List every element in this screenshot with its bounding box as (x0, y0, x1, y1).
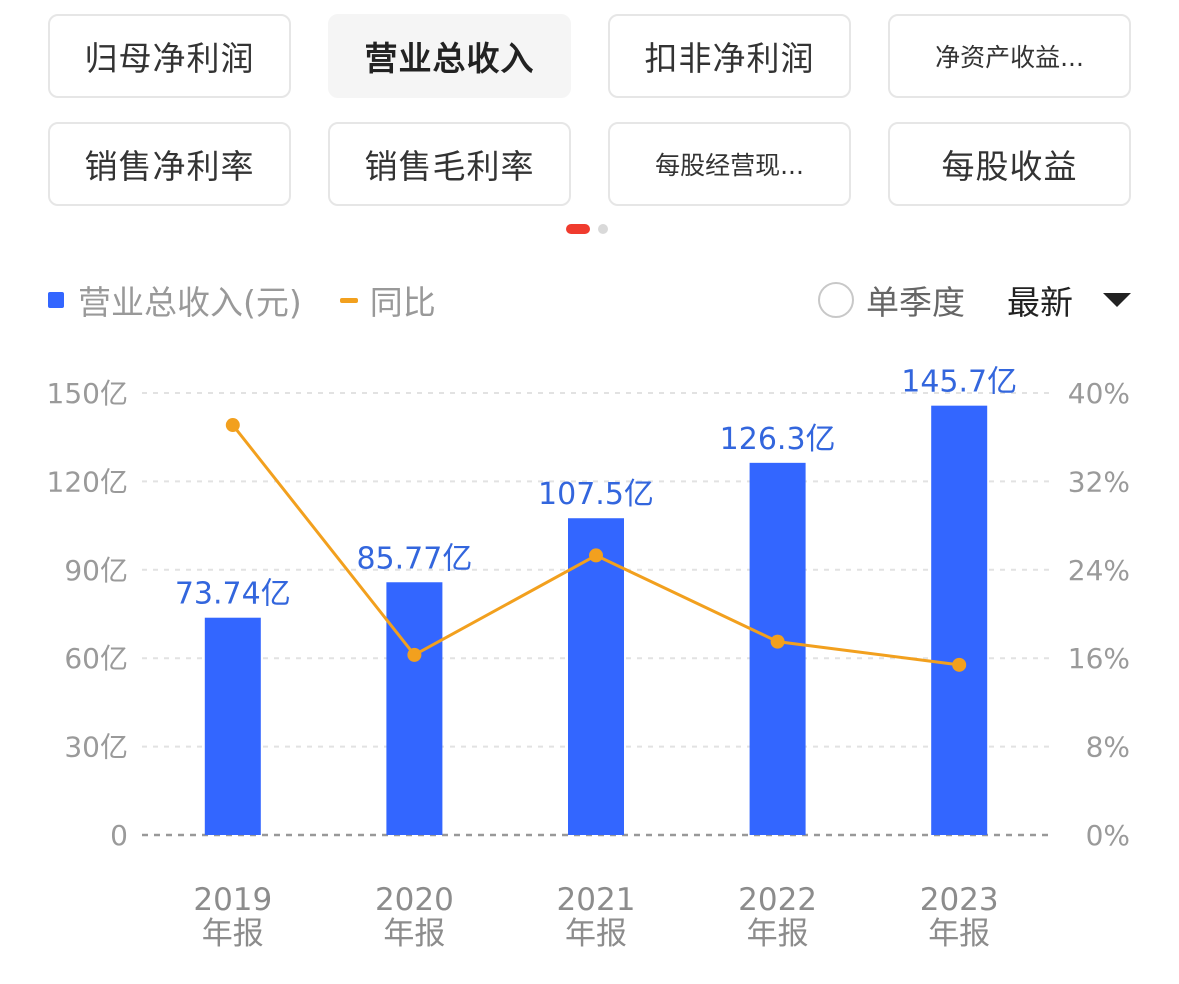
x-tick-label-period: 年报 (565, 916, 627, 952)
single-quarter-radio[interactable] (818, 282, 854, 318)
y-right-tick-label: 16% (1068, 642, 1130, 675)
bar-value-label: 73.74亿 (175, 577, 291, 612)
tab-page-indicator (566, 224, 608, 234)
yoy-point (770, 634, 785, 649)
y-right-tick-label: 8% (1086, 731, 1130, 764)
x-tick-label-year: 2022 (738, 882, 817, 918)
x-tick-label-year: 2023 (920, 882, 999, 918)
x-tick-label-period: 年报 (928, 916, 990, 952)
x-tick-label-period: 年报 (202, 916, 264, 952)
legend-line-swatch (339, 297, 358, 303)
y-left-tick-label: 60亿 (64, 642, 128, 675)
y-right-tick-label: 0% (1086, 819, 1130, 852)
y-left-tick-label: 0 (110, 819, 128, 852)
y-left-tick-label: 120亿 (47, 465, 128, 498)
bar-value-label: 85.77亿 (356, 541, 472, 576)
revenue-bar (568, 518, 624, 835)
legend-bar-label: 营业总收入(元) (78, 283, 302, 322)
y-left-tick-label: 90亿 (64, 554, 128, 587)
tab-roe[interactable]: 净资产收益... (888, 14, 1131, 98)
tab-deducted-net-profit[interactable]: 扣非净利润 (608, 14, 851, 98)
page-dot-active[interactable] (566, 224, 590, 234)
bar-value-label: 107.5亿 (538, 477, 654, 512)
revenue-bar (931, 405, 988, 835)
tab-gross-margin[interactable]: 销售毛利率 (328, 122, 571, 206)
yoy-point (952, 657, 967, 672)
legend-bar-swatch (48, 292, 64, 308)
revenue-bar (749, 462, 806, 835)
chart-controls: 单季度 最新 (818, 276, 1131, 324)
single-quarter-label[interactable]: 单季度 (866, 283, 965, 322)
y-right-tick-label: 24% (1068, 554, 1130, 587)
y-right-tick-label: 32% (1068, 465, 1130, 498)
x-tick-label-year: 2019 (193, 882, 272, 918)
yoy-point (589, 548, 603, 563)
yoy-point (225, 418, 240, 433)
y-left-tick-label: 30亿 (64, 731, 128, 764)
x-tick-label-period: 年报 (383, 916, 445, 952)
legend-line-label: 同比 (369, 283, 436, 322)
revenue-bar (204, 617, 261, 835)
x-tick-label-year: 2021 (557, 882, 636, 918)
y-right-tick-label: 40% (1068, 377, 1130, 410)
metric-tabs: 归母净利润 营业总收入 扣非净利润 净资产收益... 销售净利率 销售毛利率 每… (48, 14, 1132, 206)
page-dot[interactable] (598, 224, 608, 234)
bar-value-label: 145.7亿 (901, 365, 1017, 400)
tab-operating-cashflow-per-share[interactable]: 每股经营现... (608, 122, 851, 206)
bar-value-label: 126.3亿 (720, 422, 836, 457)
x-tick-label-period: 年报 (747, 916, 809, 952)
y-left-tick-label: 150亿 (47, 377, 128, 410)
tab-net-margin[interactable]: 销售净利率 (48, 122, 291, 206)
period-select[interactable]: 最新 (1007, 283, 1073, 322)
tab-total-revenue[interactable]: 营业总收入 (328, 14, 571, 98)
revenue-bar (386, 582, 443, 835)
tab-net-profit-attributable[interactable]: 归母净利润 (48, 14, 291, 98)
caret-down-icon[interactable] (1103, 293, 1131, 307)
yoy-point (407, 647, 422, 662)
x-tick-label-year: 2020 (375, 882, 454, 918)
chart-legend: 营业总收入(元) 同比 (48, 276, 436, 324)
tab-eps[interactable]: 每股收益 (888, 122, 1131, 206)
